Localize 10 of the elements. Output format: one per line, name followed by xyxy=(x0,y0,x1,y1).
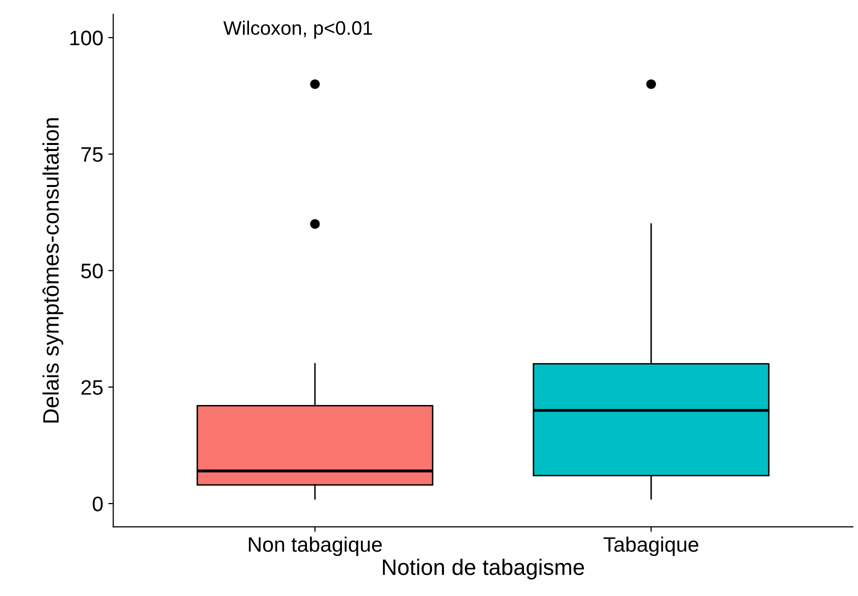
x-axis-title: Notion de tabagisme xyxy=(382,558,584,580)
x-tick-label: Non tabagique xyxy=(248,536,382,556)
y-axis-title: Delais symptômes-consultation xyxy=(42,118,64,423)
y-tick-label: 50 xyxy=(81,264,103,278)
annotation: Wilcoxon, p<0.01 xyxy=(223,20,372,39)
y-tick-label: 0 xyxy=(92,496,103,512)
y-tick-label: 25 xyxy=(81,380,103,395)
y-tick-label: 100 xyxy=(70,30,103,46)
x-tick-label: Tabagique xyxy=(604,536,698,556)
y-tick-label: 75 xyxy=(81,147,103,162)
